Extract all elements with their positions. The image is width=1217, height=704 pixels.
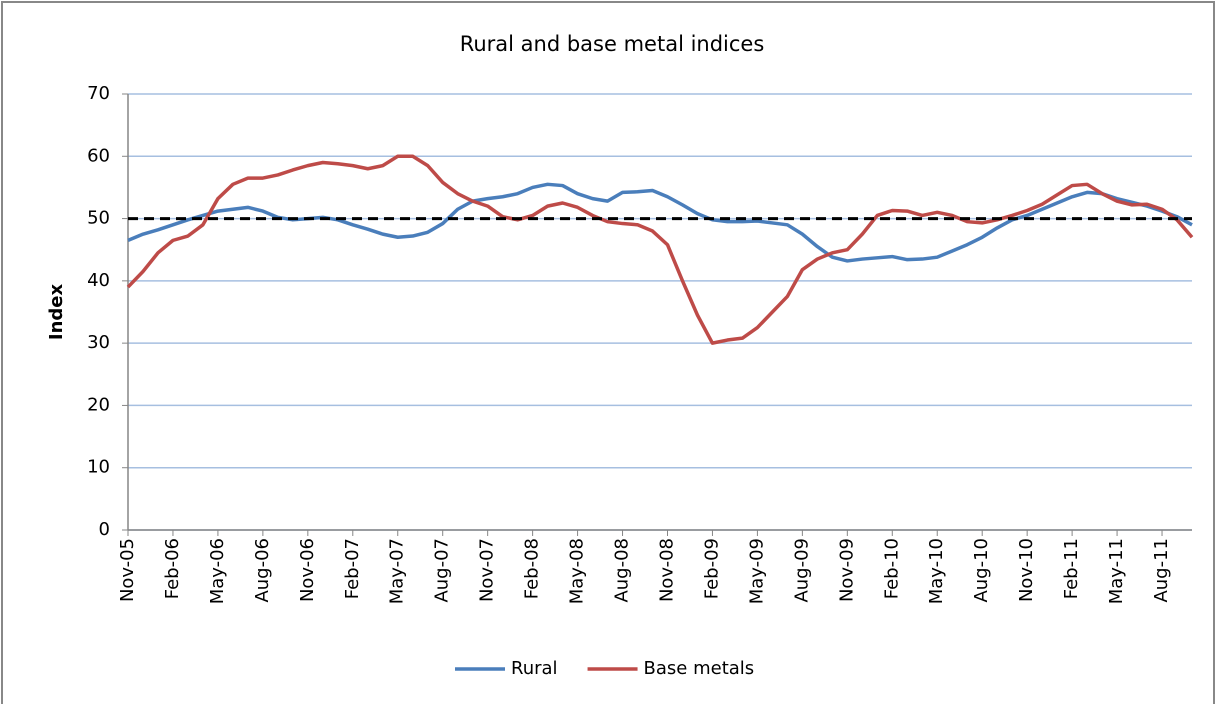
legend-label: Base metals [644, 658, 755, 679]
x-tick-label: Feb-09 [701, 538, 722, 599]
x-tick-label: Feb-08 [522, 538, 543, 599]
x-tick-label: May-09 [746, 538, 767, 604]
y-tick-label: 60 [87, 145, 110, 166]
y-tick-label: 70 [87, 83, 110, 104]
series-line [126, 154, 1194, 345]
x-tick-label: Nov-10 [1016, 538, 1037, 602]
x-tick-label: Aug-06 [252, 538, 273, 603]
x-tick-label: Aug-10 [971, 538, 992, 603]
x-tick-label: May-08 [567, 538, 588, 604]
x-tick-label: Nov-09 [836, 538, 857, 602]
x-tick-label: Feb-10 [881, 538, 902, 599]
x-tick-label: Feb-06 [162, 538, 183, 599]
y-tick-label: 50 [87, 208, 110, 229]
x-tick-label: May-06 [207, 538, 228, 604]
x-tick-label: Aug-09 [791, 538, 812, 603]
x-tick-label: Nov-08 [656, 538, 677, 602]
x-tick-label: Aug-11 [1151, 538, 1172, 603]
x-tick-label: Feb-11 [1061, 538, 1082, 599]
x-tick-label: May-07 [387, 538, 408, 604]
y-tick-label: 20 [87, 394, 110, 415]
x-tick-label: May-10 [926, 538, 947, 604]
x-tick-label: Nov-06 [297, 538, 318, 602]
x-tick-label: May-11 [1106, 538, 1127, 604]
y-tick-label: 30 [87, 332, 110, 353]
x-tick-label: Aug-08 [612, 538, 633, 603]
x-tick-label: Aug-07 [432, 538, 453, 603]
y-tick-label: 40 [87, 270, 110, 291]
x-tick-label: Nov-05 [117, 538, 138, 602]
y-tick-label: 10 [87, 457, 110, 478]
legend-label: Rural [511, 658, 558, 679]
x-tick-label: Feb-07 [342, 538, 363, 599]
x-tick-label: Nov-07 [477, 538, 498, 602]
y-axis-label: Index [46, 284, 67, 341]
y-tick-label: 0 [99, 519, 110, 540]
chart-title: Rural and base metal indices [460, 32, 765, 56]
